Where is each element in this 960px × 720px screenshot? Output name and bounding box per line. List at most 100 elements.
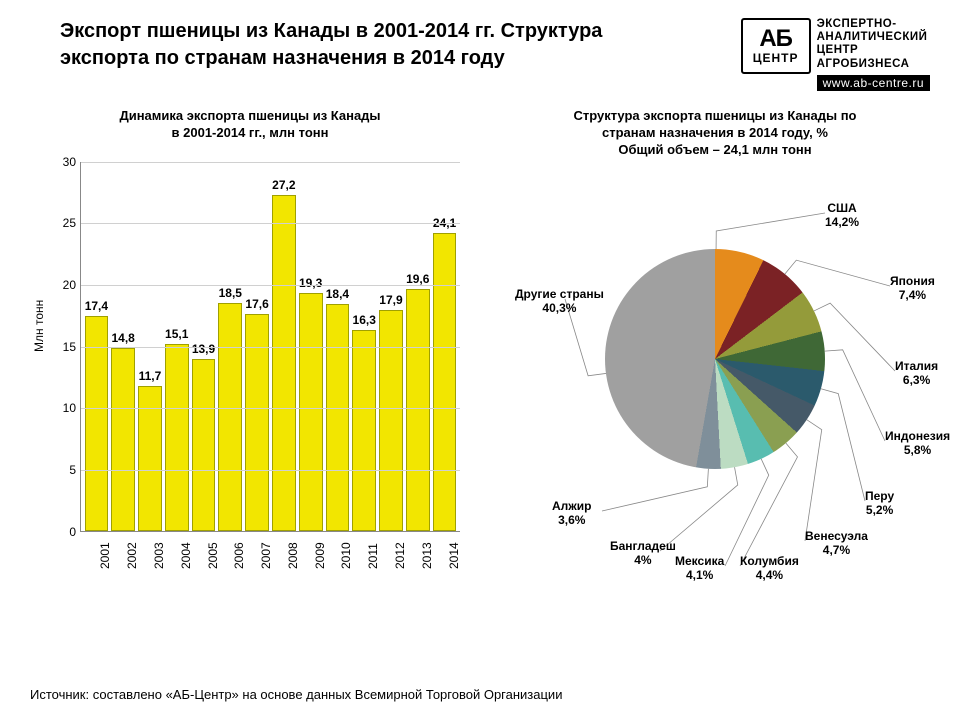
x-tick: 2005 (206, 542, 220, 569)
pie-slice-label: Венесуэла4,7% (805, 529, 868, 558)
y-tick: 0 (58, 525, 76, 539)
logo-line: ЦЕНТР (817, 44, 930, 57)
y-tick: 25 (58, 216, 76, 230)
bar-rect: 17,9 (379, 310, 403, 531)
bar-value-label: 16,3 (353, 313, 376, 327)
bar-value-label: 17,4 (85, 299, 108, 313)
y-tick: 30 (58, 155, 76, 169)
leader-line (602, 468, 708, 510)
pie-slice-label: США14,2% (825, 201, 859, 230)
x-tick: 2009 (313, 542, 327, 569)
pie-slice-label: Мексика4,1% (675, 554, 724, 583)
bar-value-label: 17,6 (245, 297, 268, 311)
bar-plot-area: 17,4200114,8200211,7200315,1200413,92005… (80, 162, 460, 532)
bar-rect: 14,8 (111, 348, 135, 531)
bar: 27,22008 (272, 195, 296, 530)
logo-line: ЭКСПЕРТНО- (817, 18, 930, 31)
x-tick: 2002 (125, 542, 139, 569)
bar-value-label: 11,7 (139, 369, 162, 383)
pie-slice-label: Индонезия5,8% (885, 429, 950, 458)
y-tick: 20 (58, 278, 76, 292)
bar: 19,62013 (406, 289, 430, 531)
bar-value-label: 17,9 (379, 293, 402, 307)
bar-value-label: 15,1 (165, 327, 188, 341)
bar-rect: 17,4 (85, 316, 109, 531)
pie-chart-title: Структура экспорта пшеницы из Канады пос… (490, 108, 940, 159)
pie-chart: США14,2%Япония7,4%Италия6,3%Индонезия5,8… (490, 169, 940, 609)
grid-line (81, 408, 460, 409)
x-tick: 2013 (420, 542, 434, 569)
logo-line: АГРОБИЗНЕСА (817, 58, 930, 71)
bar-value-label: 19,6 (406, 272, 429, 286)
bar-rect: 19,6 (406, 289, 430, 531)
logo-line: АНАЛИТИЧЕСКИЙ (817, 31, 930, 44)
x-tick: 2004 (179, 542, 193, 569)
pie-slice-label: Япония7,4% (890, 274, 935, 303)
bar: 13,92005 (192, 359, 216, 530)
grid-line (81, 347, 460, 348)
logo-badge: АБ ЦЕНТР (741, 18, 811, 74)
pie-chart-section: Структура экспорта пшеницы из Канады пос… (490, 100, 940, 609)
pie-slice-label: Другие страны40,3% (515, 287, 604, 316)
x-tick: 2012 (393, 542, 407, 569)
x-tick: 2011 (366, 543, 380, 569)
bar: 16,32011 (352, 330, 376, 531)
grid-line (81, 470, 460, 471)
y-tick: 15 (58, 340, 76, 354)
grid-line (81, 223, 460, 224)
bar-rect: 24,1 (433, 233, 457, 530)
logo-text-block: ЭКСПЕРТНО- АНАЛИТИЧЕСКИЙ ЦЕНТР АГРОБИЗНЕ… (817, 18, 930, 92)
leader-line (725, 458, 769, 565)
bar: 18,42010 (326, 304, 350, 531)
bar-value-label: 14,8 (111, 331, 134, 345)
x-tick: 2014 (447, 542, 461, 569)
bar-rect: 16,3 (352, 330, 376, 531)
y-tick: 5 (58, 463, 76, 477)
logo-center-text: ЦЕНТР (753, 53, 799, 64)
y-tick: 10 (58, 401, 76, 415)
x-tick: 2003 (152, 542, 166, 569)
bar-rect: 15,1 (165, 344, 189, 530)
main-title: Экспорт пшеницы из Канады в 2001-2014 гг… (60, 18, 660, 72)
y-axis-label: Млн тонн (32, 299, 46, 351)
x-tick: 2006 (232, 542, 246, 569)
bar-rect: 18,5 (218, 303, 242, 531)
x-tick: 2008 (286, 542, 300, 569)
grid-line (81, 162, 460, 163)
leader-line (825, 349, 885, 440)
grid-line (81, 285, 460, 286)
bar-chart-title: Динамика экспорта пшеницы из Канадыв 200… (20, 108, 480, 142)
logo: АБ ЦЕНТР ЭКСПЕРТНО- АНАЛИТИЧЕСКИЙ ЦЕНТР … (660, 18, 930, 92)
bar-value-label: 19,3 (299, 276, 322, 290)
bar: 24,12014 (433, 233, 457, 530)
pie-disc (605, 249, 825, 469)
logo-url: www.ab-centre.ru (817, 75, 930, 91)
leader-line (716, 213, 825, 249)
bar: 15,12004 (165, 344, 189, 530)
bar: 17,92012 (379, 310, 403, 531)
bar-rect: 13,9 (192, 359, 216, 530)
bar-rect: 19,3 (299, 293, 323, 531)
bar-rect: 27,2 (272, 195, 296, 530)
bar-chart-section: Динамика экспорта пшеницы из Канадыв 200… (20, 100, 480, 609)
leader-line (821, 388, 865, 500)
bar: 17,42001 (85, 316, 109, 531)
x-tick: 2010 (339, 542, 353, 569)
leader-line (814, 303, 895, 371)
bar-value-label: 13,9 (192, 342, 215, 356)
bar-value-label: 18,5 (219, 286, 242, 300)
bar: 14,82002 (111, 348, 135, 531)
bar-chart: Млн тонн 17,4200114,8200211,7200315,1200… (40, 152, 480, 592)
bar-value-label: 18,4 (326, 287, 349, 301)
logo-ab-text: АБ (759, 28, 792, 51)
bar-rect: 18,4 (326, 304, 350, 531)
x-tick: 2001 (98, 542, 112, 569)
bar: 18,52006 (218, 303, 242, 531)
pie-slice-label: Перу5,2% (865, 489, 894, 518)
pie-slice-label: Алжир3,6% (552, 499, 592, 528)
pie-slice-label: Колумбия4,4% (740, 554, 799, 583)
x-tick: 2007 (259, 542, 273, 569)
bar-value-label: 27,2 (272, 178, 295, 192)
bar: 19,32009 (299, 293, 323, 531)
leader-line (805, 419, 822, 540)
